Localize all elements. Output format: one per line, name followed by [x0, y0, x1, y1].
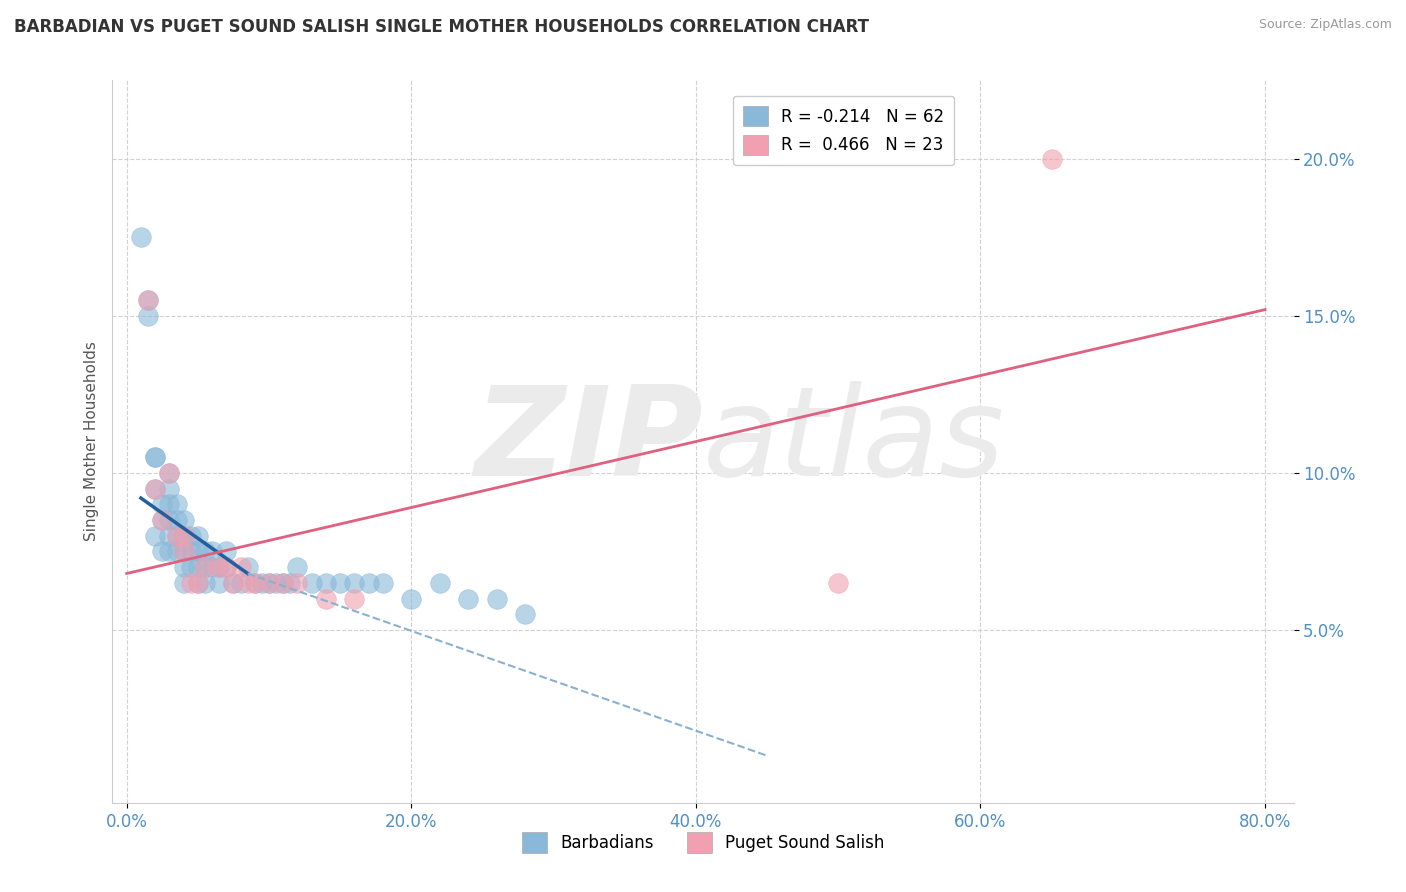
Y-axis label: Single Mother Households: Single Mother Households [83, 342, 98, 541]
Point [201, 544, 224, 558]
Point [166, 544, 188, 558]
Point [143, 450, 166, 465]
Point [150, 513, 173, 527]
Point [208, 575, 231, 590]
Point [457, 591, 479, 606]
Point [150, 513, 173, 527]
Point [173, 575, 195, 590]
Point [343, 591, 366, 606]
Point [257, 575, 280, 590]
Point [166, 513, 188, 527]
Point [287, 560, 309, 574]
Point [257, 575, 280, 590]
Point [150, 497, 173, 511]
Point [166, 529, 188, 543]
Point [271, 575, 294, 590]
Point [143, 529, 166, 543]
Point [173, 544, 195, 558]
Point [357, 575, 380, 590]
Point [315, 591, 337, 606]
Point [315, 575, 337, 590]
Point [250, 575, 273, 590]
Point [301, 575, 323, 590]
Point [136, 293, 159, 308]
Point [157, 482, 180, 496]
Point [229, 575, 252, 590]
Point [180, 560, 202, 574]
Point [215, 560, 238, 574]
Point [1040, 152, 1063, 166]
Point [157, 529, 180, 543]
Point [280, 575, 302, 590]
Point [166, 497, 188, 511]
Text: ZIP: ZIP [474, 381, 703, 502]
Point [194, 560, 217, 574]
Point [194, 544, 217, 558]
Point [173, 513, 195, 527]
Point [129, 230, 152, 244]
Point [143, 482, 166, 496]
Point [222, 575, 245, 590]
Point [187, 529, 209, 543]
Point [215, 560, 238, 574]
Point [157, 497, 180, 511]
Point [180, 575, 202, 590]
Point [157, 466, 180, 480]
Point [173, 560, 195, 574]
Point [187, 560, 209, 574]
Point [173, 544, 195, 558]
Point [166, 529, 188, 543]
Point [513, 607, 536, 622]
Point [229, 560, 252, 574]
Point [287, 575, 309, 590]
Point [180, 529, 202, 543]
Point [150, 544, 173, 558]
Point [329, 575, 352, 590]
Point [243, 575, 266, 590]
Point [136, 293, 159, 308]
Point [157, 513, 180, 527]
Point [157, 466, 180, 480]
Point [222, 575, 245, 590]
Point [194, 575, 217, 590]
Point [187, 575, 209, 590]
Point [208, 560, 231, 574]
Point [827, 575, 849, 590]
Point [236, 560, 259, 574]
Text: BARBADIAN VS PUGET SOUND SALISH SINGLE MOTHER HOUSEHOLDS CORRELATION CHART: BARBADIAN VS PUGET SOUND SALISH SINGLE M… [14, 18, 869, 36]
Point [271, 575, 294, 590]
Text: Source: ZipAtlas.com: Source: ZipAtlas.com [1258, 18, 1392, 31]
Point [343, 575, 366, 590]
Point [136, 309, 159, 323]
Point [143, 450, 166, 465]
Point [187, 575, 209, 590]
Point [429, 575, 451, 590]
Point [236, 575, 259, 590]
Point [194, 560, 217, 574]
Point [173, 529, 195, 543]
Point [208, 560, 231, 574]
Point [180, 544, 202, 558]
Point [371, 575, 394, 590]
Point [215, 544, 238, 558]
Point [157, 544, 180, 558]
Point [173, 529, 195, 543]
Legend: Barbadians, Puget Sound Salish: Barbadians, Puget Sound Salish [515, 826, 891, 860]
Point [243, 575, 266, 590]
Text: atlas: atlas [703, 381, 1005, 502]
Point [485, 591, 508, 606]
Point [187, 544, 209, 558]
Point [264, 575, 287, 590]
Point [401, 591, 423, 606]
Point [201, 560, 224, 574]
Point [143, 482, 166, 496]
